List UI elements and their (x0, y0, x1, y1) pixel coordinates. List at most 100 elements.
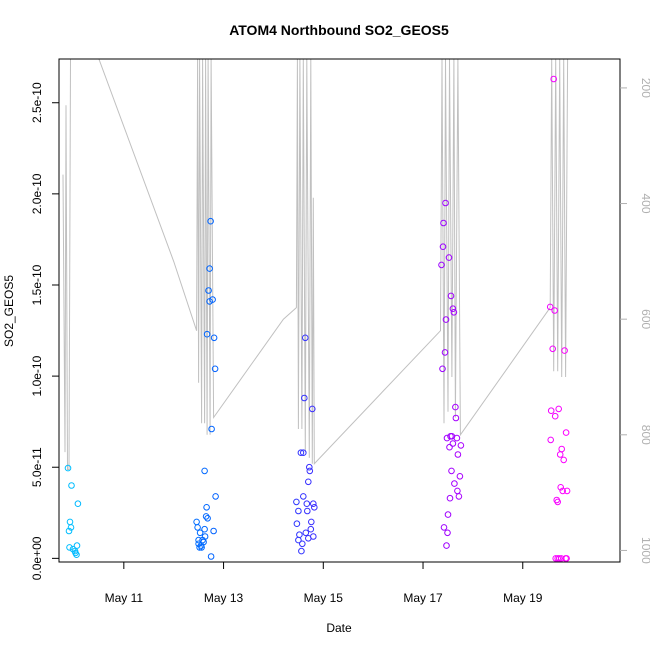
data-point (300, 493, 307, 500)
data-point (194, 524, 201, 531)
y-axis: 0.0e+00 5.0e-11 1.0e-10 1.5e-10 2.0e-10 2.5e-… (30, 82, 59, 580)
x-axis: May 11 May 13 May 15 May 17 May 19 (105, 562, 543, 605)
data-point (561, 347, 568, 354)
data-point (449, 305, 457, 313)
data-point (562, 429, 570, 436)
data-point (64, 464, 72, 472)
data-point (456, 473, 464, 480)
data-point (304, 507, 311, 515)
data-point (296, 531, 303, 539)
chart-title: ATOM4 Northbound SO2_GEOS5 (229, 22, 449, 38)
data-point (452, 403, 459, 411)
data-point (445, 254, 453, 261)
data-point (293, 498, 300, 506)
data-point (557, 484, 565, 491)
plot-frame (58, 58, 621, 563)
data-point (306, 463, 313, 471)
y2-tick-label: 800 (639, 425, 650, 445)
data-point (560, 456, 568, 464)
data-point (74, 500, 82, 508)
data-point (303, 500, 311, 508)
y2-tick-label: 600 (639, 309, 650, 329)
data-point (547, 407, 555, 415)
data-point (201, 467, 208, 475)
data-point (66, 544, 73, 551)
data-point (211, 365, 219, 373)
data-point (310, 533, 317, 540)
data-point (452, 414, 460, 422)
data-point (442, 316, 450, 323)
data-point (550, 75, 558, 83)
data-point (207, 217, 214, 225)
data-point (441, 349, 449, 356)
data-point (73, 542, 81, 549)
data-point (300, 449, 307, 457)
data-point (73, 551, 80, 559)
data-point (446, 494, 454, 502)
data-point (447, 292, 455, 300)
data-point (293, 520, 301, 528)
data-point (201, 525, 208, 533)
data-point (444, 529, 451, 537)
data-point (301, 394, 308, 402)
y-tick-label: 2.0e-10 (30, 173, 44, 214)
data-point (554, 498, 562, 506)
data-point (209, 296, 216, 303)
data-point (68, 482, 75, 489)
data-point (555, 555, 563, 562)
data-point (439, 243, 447, 250)
data-point (310, 500, 317, 508)
data-point (547, 436, 555, 444)
data-point (295, 507, 302, 515)
data-point (306, 467, 314, 475)
y-tick-label: 2.5e-10 (30, 82, 44, 123)
x-tick-label: May 11 (105, 591, 144, 605)
data-point (558, 445, 566, 453)
data-point (307, 525, 315, 533)
data-point (65, 527, 73, 535)
y-tick-label: 1.5e-10 (30, 264, 44, 305)
data-point (546, 303, 554, 311)
data-point (451, 480, 458, 487)
data-point (201, 533, 209, 540)
y-tick-label: 0.0e+00 (30, 536, 44, 580)
data-point (204, 515, 211, 522)
x-tick-label: May 13 (204, 591, 244, 605)
data-point (444, 511, 452, 518)
data-point (551, 307, 559, 314)
data-point (308, 518, 315, 526)
data-point (297, 449, 305, 457)
x-axis-label: Date (326, 621, 352, 635)
data-point (455, 493, 463, 500)
data-point (207, 553, 215, 560)
x-tick-label: May 15 (304, 591, 344, 605)
data-point (202, 513, 210, 520)
y2-tick-label: 400 (639, 193, 650, 213)
data-point (559, 487, 567, 495)
data-point (196, 529, 204, 537)
data-points-layer (64, 75, 571, 562)
data-point (208, 425, 215, 433)
data-point (549, 345, 557, 353)
data-point (196, 544, 203, 551)
data-point (440, 524, 448, 531)
data-point (450, 309, 458, 316)
data-point (212, 493, 219, 500)
data-point (454, 451, 462, 458)
data-point (440, 219, 447, 227)
data-point (551, 412, 559, 420)
y-tick-label: 5.0e-11 (30, 447, 44, 487)
x-tick-label: May 19 (503, 591, 543, 605)
data-point (443, 542, 450, 549)
data-point (442, 199, 449, 207)
data-point (438, 261, 445, 269)
data-point (449, 440, 457, 447)
data-point (305, 478, 312, 486)
data-point (446, 443, 453, 451)
data-point (67, 524, 75, 531)
data-point (298, 547, 305, 555)
data-point (563, 555, 570, 562)
data-point (448, 467, 455, 475)
data-point (210, 527, 217, 535)
